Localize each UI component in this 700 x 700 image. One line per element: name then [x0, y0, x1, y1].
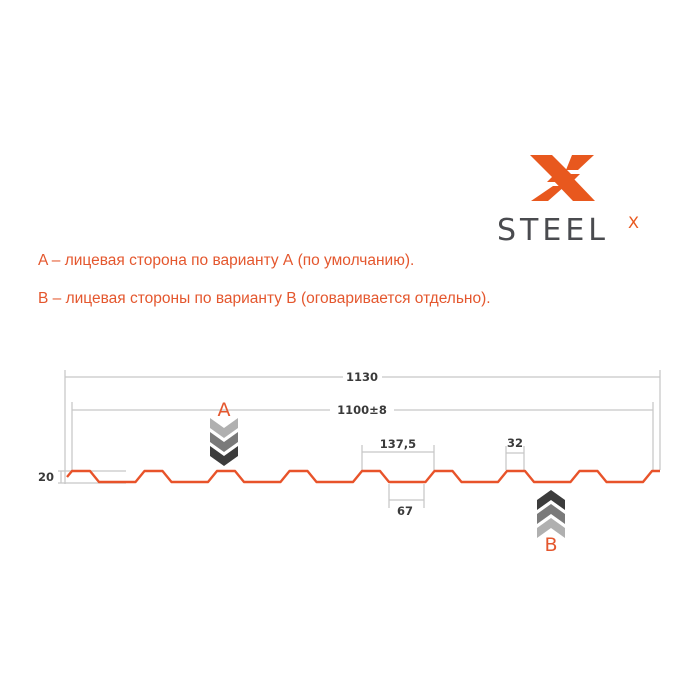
note-side-b: B – лицевая стороны по варианту В (огова… [38, 290, 491, 307]
side-b-label: B [544, 534, 557, 556]
dimension-top-width: 32 [507, 436, 523, 450]
profile-outline [66, 469, 660, 484]
side-b-chevrons-icon [537, 490, 565, 538]
dimension-lines [58, 370, 661, 508]
logo-text: STEEL [497, 213, 609, 248]
dimension-pitch: 137,5 [380, 437, 416, 451]
steelx-logo-mark [530, 155, 595, 201]
dimension-total-width: 1130 [346, 370, 378, 384]
side-a-label: A [218, 399, 231, 421]
logo-superscript: X [628, 213, 639, 232]
dimension-height: 20 [38, 470, 54, 484]
note-side-a: A – лицевая сторона по варианту А (по ум… [38, 252, 415, 269]
side-a-chevrons-icon [210, 418, 238, 466]
dimension-working-width: 1100±8 [337, 403, 387, 417]
dimension-bottom-width: 67 [397, 504, 413, 518]
